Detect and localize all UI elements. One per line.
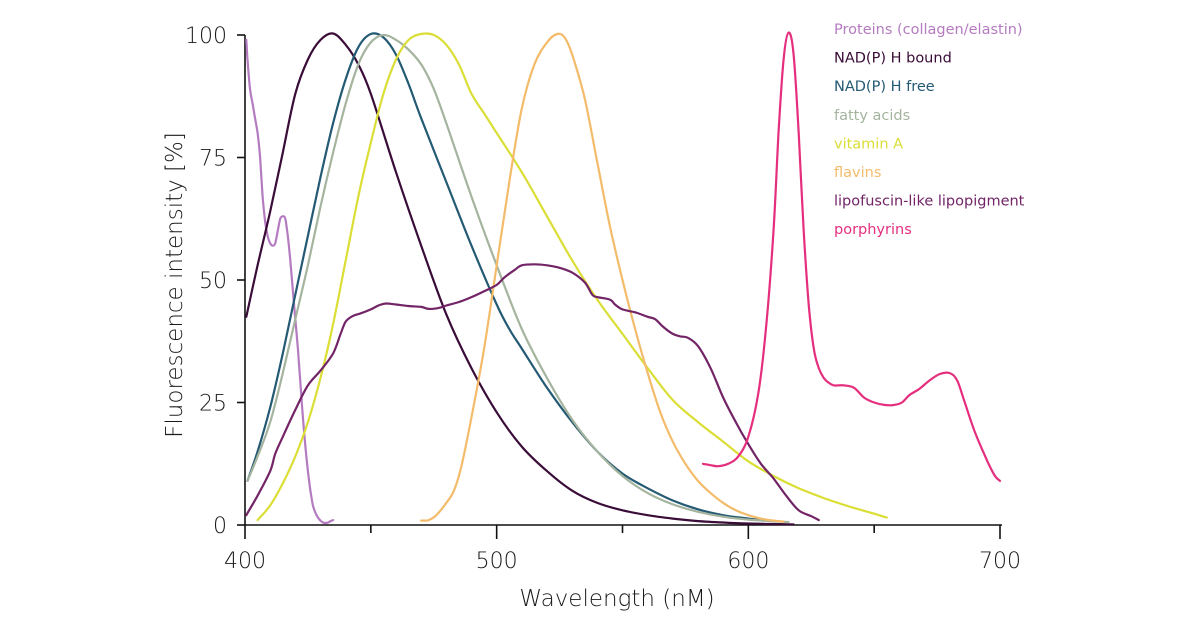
x-axis-title: Wavelength (nM) <box>519 586 714 612</box>
series-line-porphyrins <box>701 31 1002 482</box>
legend: Proteins (collagen/elastin) NAD(P) H boun… <box>834 22 1025 238</box>
series-line-proteins-collagen-elastin <box>245 38 335 525</box>
legend-item: NAD(P) H free <box>834 79 935 95</box>
legend-item: Proteins (collagen/elastin) <box>834 22 1023 38</box>
series-line-vitamin-a <box>256 32 888 522</box>
legend-item: vitamin A <box>834 136 903 152</box>
legend-item: fatty acids <box>834 108 910 124</box>
y-tick-label: 100 <box>185 24 227 49</box>
x-tick-label: 500 <box>476 549 518 574</box>
legend-item: flavins <box>834 165 881 181</box>
series-line-fatty-acids <box>246 33 790 524</box>
legend-item: NAD(P) H bound <box>834 51 952 67</box>
y-axis-title: Fluorescence intensity [%] <box>162 132 188 438</box>
x-tick-label: 400 <box>224 549 266 574</box>
y-tick-label: 50 <box>199 269 227 294</box>
y-tick-label: 25 <box>199 392 227 417</box>
y-ticks: 0 25 50 75 100 <box>185 24 245 539</box>
x-tick-label: 700 <box>979 549 1021 574</box>
legend-item: porphyrins <box>834 222 912 238</box>
series-group <box>245 31 1002 526</box>
legend-item: lipofuscin-like lipopigment <box>834 194 1025 210</box>
y-tick-label: 75 <box>199 147 227 172</box>
series-line-nad-p-h-bound <box>245 32 795 526</box>
series-line-lipofuscin-like-lipopigment <box>245 263 820 522</box>
y-tick-label: 0 <box>213 514 227 539</box>
x-ticks: 400 500 600 700 <box>224 525 1021 574</box>
series-line-nad-p-h-free <box>246 32 765 522</box>
series-line-flavins <box>420 32 785 523</box>
x-tick-label: 600 <box>727 549 769 574</box>
